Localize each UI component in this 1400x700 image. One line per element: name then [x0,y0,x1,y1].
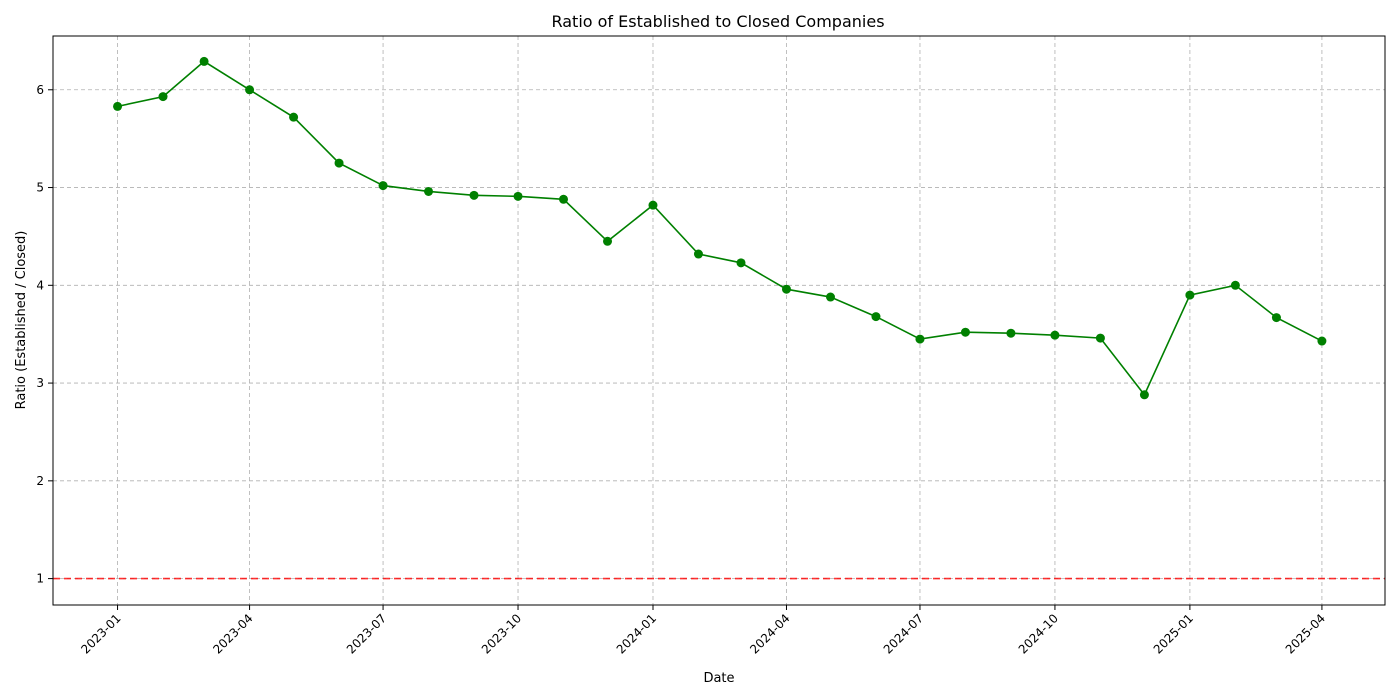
data-point [871,312,881,322]
y-tick-label: 6 [36,83,44,97]
data-point [960,327,970,337]
data-point [915,334,925,344]
x-tick-label: 2023-07 [344,611,389,656]
x-tick-label: 2024-01 [614,611,659,656]
axes [52,35,1386,606]
data-point [1006,328,1016,338]
series-group [113,56,1327,400]
data-point [113,101,123,111]
x-tick-label: 2025-04 [1283,611,1328,656]
data-point [1230,280,1240,290]
x-axis-label: Date [703,671,734,686]
y-tick-label: 2 [36,474,44,488]
data-point [648,200,658,210]
x-tick-label: 2024-07 [881,611,926,656]
data-point [469,190,479,200]
plot-frame [52,35,1386,606]
data-point [693,249,703,259]
data-point [1095,333,1105,343]
x-tick-label: 2023-04 [210,611,255,656]
x-tick-label: 2025-01 [1151,611,1196,656]
data-point [1317,336,1327,346]
data-point [1185,290,1195,300]
x-tick-label: 2024-10 [1016,611,1061,656]
x-tick-label: 2023-10 [479,611,524,656]
x-tick-label: 2024-04 [747,611,792,656]
y-tick-label: 1 [36,572,44,586]
data-point [1271,313,1281,323]
data-point [199,56,209,66]
y-tick-label: 3 [36,376,44,390]
data-point [736,258,746,268]
data-point [1050,330,1060,340]
data-point [245,85,255,95]
data-point [378,181,388,191]
y-axis-label: Ratio (Established / Closed) [14,231,29,410]
y-axis-ticks: 1 2 3 4 5 6 [36,83,53,586]
data-point [603,236,613,246]
data-point [289,112,299,122]
data-point [1139,390,1149,400]
data-point [781,284,791,294]
data-point [559,194,569,204]
data-point [158,92,168,102]
data-point [825,292,835,302]
data-point [424,186,434,196]
grid-lines [53,36,1385,605]
series-line [117,60,1323,397]
x-tick-label: 2023-01 [78,611,123,656]
data-point [334,158,344,168]
y-tick-label: 5 [36,181,44,195]
data-point [513,191,523,201]
y-tick-label: 4 [36,278,44,292]
chart-title: Ratio of Established to Closed Companies [551,12,884,31]
x-axis-ticks: 2023-01 2023-04 2023-07 2023-10 2024-01 2024-… [78,605,1328,657]
